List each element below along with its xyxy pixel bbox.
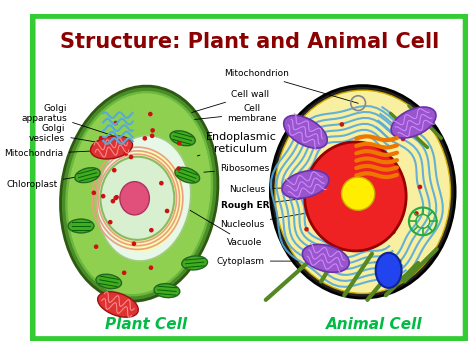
Circle shape: [364, 177, 368, 181]
FancyBboxPatch shape: [32, 15, 466, 340]
Ellipse shape: [275, 90, 450, 294]
Text: Golgi
vesicles: Golgi vesicles: [29, 124, 109, 144]
Circle shape: [177, 141, 182, 146]
Circle shape: [132, 241, 136, 246]
Circle shape: [94, 244, 99, 249]
Ellipse shape: [154, 284, 180, 297]
Circle shape: [159, 181, 164, 185]
Circle shape: [149, 266, 153, 270]
Ellipse shape: [175, 167, 200, 183]
Circle shape: [394, 214, 399, 218]
Ellipse shape: [376, 253, 401, 288]
Text: Cell
membrane: Cell membrane: [195, 104, 277, 123]
Ellipse shape: [75, 168, 100, 183]
Circle shape: [165, 209, 169, 213]
Text: Vacuole: Vacuole: [188, 209, 262, 247]
Text: Animal Cell: Animal Cell: [326, 317, 422, 332]
Circle shape: [124, 151, 128, 156]
Text: Structure: Plant and Animal Cell: Structure: Plant and Animal Cell: [60, 32, 439, 52]
Circle shape: [414, 211, 419, 216]
Ellipse shape: [96, 274, 121, 289]
Circle shape: [122, 271, 127, 275]
Ellipse shape: [100, 157, 174, 240]
Circle shape: [150, 128, 155, 133]
Circle shape: [150, 133, 155, 138]
Circle shape: [101, 194, 105, 198]
Ellipse shape: [302, 244, 349, 272]
Ellipse shape: [391, 107, 436, 138]
Circle shape: [129, 155, 133, 159]
Circle shape: [176, 166, 181, 171]
Ellipse shape: [120, 182, 149, 215]
Circle shape: [341, 177, 375, 210]
Circle shape: [418, 185, 422, 189]
Text: Mitochondria: Mitochondria: [4, 149, 104, 158]
Circle shape: [332, 159, 337, 163]
Text: Mitochondrion: Mitochondrion: [224, 69, 358, 103]
Ellipse shape: [284, 115, 327, 148]
Circle shape: [108, 220, 112, 224]
Ellipse shape: [97, 136, 191, 261]
Circle shape: [99, 136, 103, 141]
Text: Cytoplasm: Cytoplasm: [217, 257, 300, 266]
Ellipse shape: [182, 256, 208, 270]
Circle shape: [333, 191, 337, 196]
Ellipse shape: [68, 219, 94, 233]
Text: Cell wall: Cell wall: [192, 90, 269, 113]
Circle shape: [148, 112, 153, 116]
Text: Chloroplast: Chloroplast: [7, 176, 85, 189]
Circle shape: [113, 121, 118, 125]
Ellipse shape: [91, 136, 133, 159]
Text: Golgi
apparatus: Golgi apparatus: [21, 104, 112, 136]
Ellipse shape: [270, 86, 455, 298]
Text: Nucleolus: Nucleolus: [220, 213, 309, 229]
Circle shape: [339, 122, 344, 127]
Circle shape: [399, 200, 403, 205]
Ellipse shape: [64, 90, 214, 297]
Ellipse shape: [104, 151, 183, 252]
Circle shape: [149, 228, 154, 233]
Ellipse shape: [170, 131, 195, 146]
Ellipse shape: [98, 292, 138, 317]
Circle shape: [114, 195, 119, 200]
Circle shape: [401, 189, 405, 193]
Ellipse shape: [61, 86, 218, 301]
Circle shape: [391, 230, 396, 234]
Circle shape: [401, 137, 405, 141]
Ellipse shape: [282, 170, 329, 198]
Circle shape: [304, 227, 309, 231]
Ellipse shape: [305, 142, 406, 251]
Text: Nucleus: Nucleus: [229, 185, 309, 193]
Circle shape: [113, 196, 118, 200]
Circle shape: [143, 136, 147, 141]
Text: Plant Cell: Plant Cell: [105, 317, 187, 332]
Text: Endoplasmic
reticulum: Endoplasmic reticulum: [197, 132, 276, 156]
Circle shape: [91, 191, 96, 195]
Ellipse shape: [67, 93, 211, 295]
Circle shape: [110, 199, 115, 203]
Text: Ribosomes: Ribosomes: [204, 164, 269, 173]
Circle shape: [112, 168, 117, 173]
Text: Rough ER: Rough ER: [221, 199, 303, 210]
Circle shape: [347, 234, 352, 239]
